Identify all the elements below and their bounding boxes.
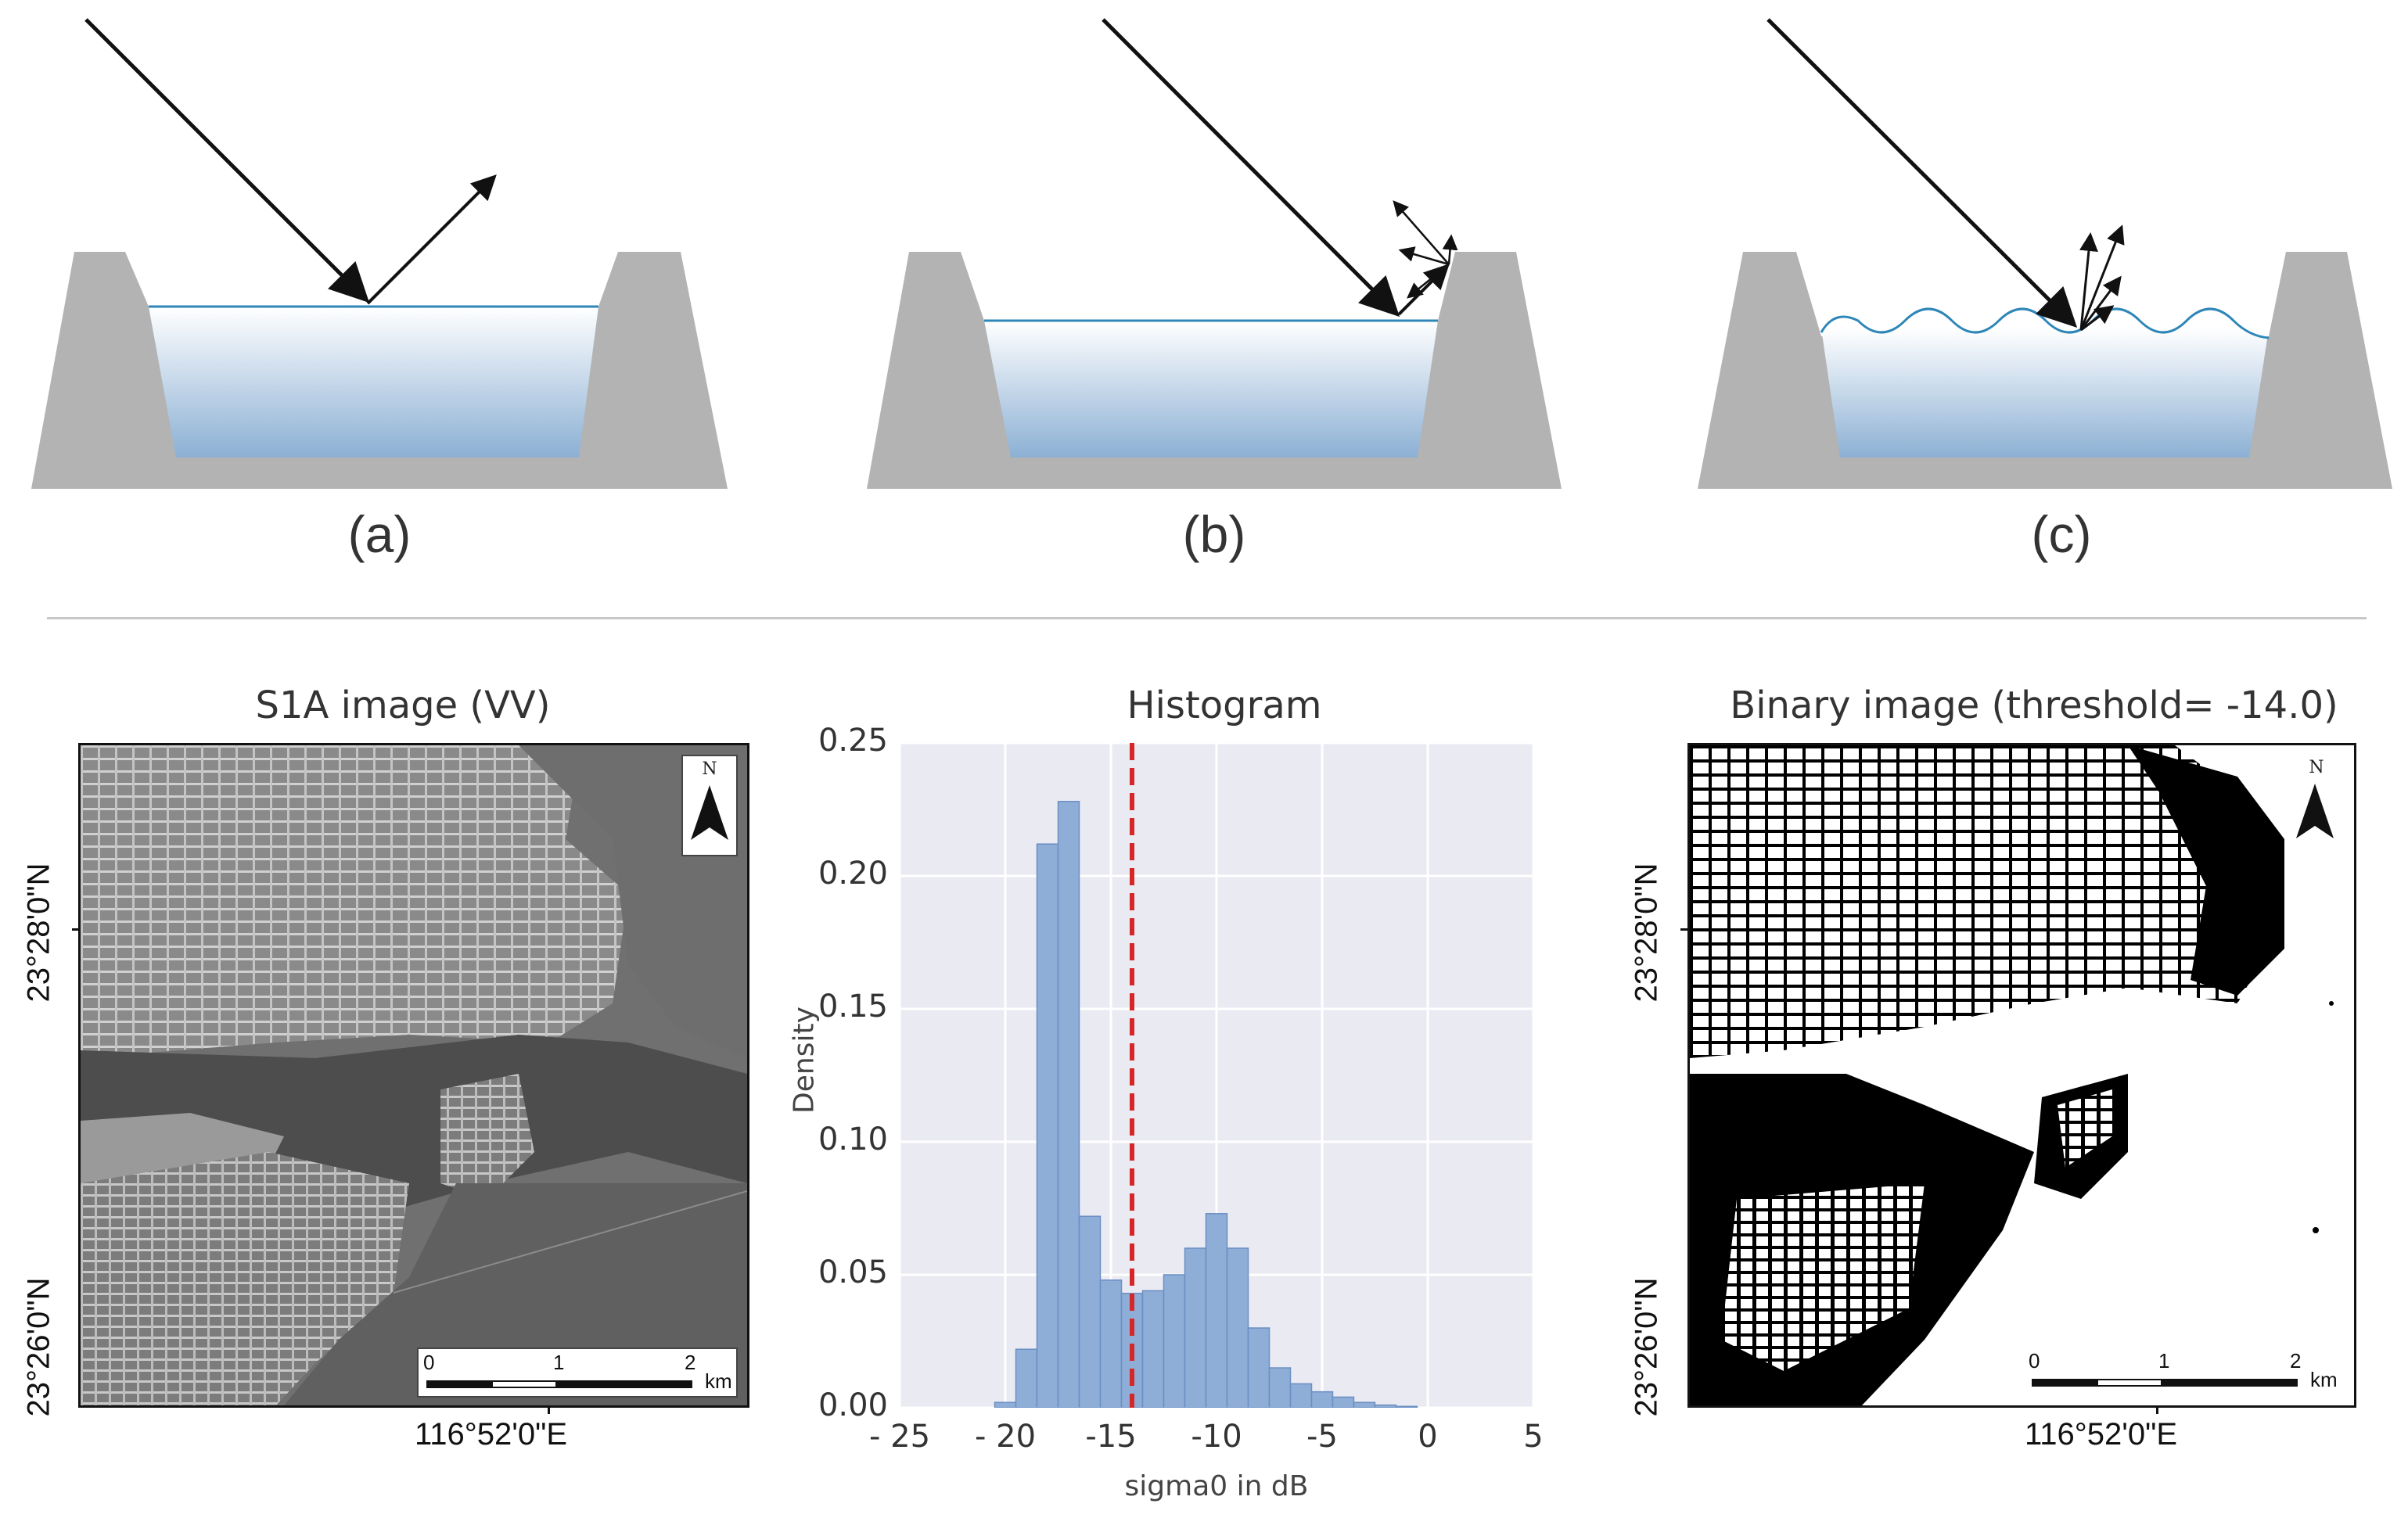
scale-segment-white: [2098, 1380, 2161, 1385]
panel-c-diffuse: [1698, 18, 2392, 489]
y-tick-label: 0.25: [818, 723, 888, 759]
binary-lon: 116°52'0"E: [2025, 1417, 2178, 1452]
incident-ray: [1102, 18, 1400, 318]
histogram-bar: [1036, 843, 1059, 1408]
scale-tick-2: 2: [2290, 1349, 2302, 1373]
scale-tick-0: 0: [2029, 1349, 2040, 1373]
scale-bar: 0 1 2 km: [417, 1348, 738, 1398]
scatter-ray: [2079, 232, 2098, 331]
x-tick-label: -15: [1085, 1419, 1137, 1455]
scale-unit: km: [2310, 1368, 2338, 1391]
north-arrow-box: N: [681, 755, 738, 856]
binary-image-content: [1690, 745, 2354, 1405]
s1a-image-title: S1A image (VV): [255, 684, 551, 727]
panel-label-a: (a): [347, 505, 412, 563]
sar-image-content: [81, 745, 747, 1405]
scale-tick-1: 1: [553, 1351, 565, 1374]
x-tick-label: 5: [1523, 1419, 1544, 1455]
histogram-bar: [1289, 1383, 1313, 1408]
scale-segment-white: [493, 1382, 555, 1387]
histogram-bar: [1078, 1215, 1102, 1408]
scatter-ray: [1407, 264, 1450, 299]
x-tick-label: 0: [1418, 1419, 1438, 1455]
histogram-bar: [1141, 1290, 1165, 1408]
histogram-bar: [1268, 1367, 1292, 1408]
x-tick-label: -10: [1191, 1419, 1242, 1455]
histogram-bar: [1247, 1327, 1270, 1408]
y-tick-label: 0.10: [818, 1121, 888, 1157]
incident-ray: [1766, 18, 2078, 328]
binary-lat-top: 23°28'0"N: [1629, 863, 1664, 1003]
histogram-bar: [1310, 1391, 1334, 1408]
x-tick-label: -5: [1306, 1419, 1338, 1455]
histogram-bar: [1184, 1247, 1207, 1408]
histogram-bar: [1226, 1247, 1249, 1408]
y-tick-label: 0.20: [818, 856, 888, 892]
scale-tick-0: 0: [423, 1351, 435, 1374]
scale-tick-2: 2: [685, 1351, 696, 1374]
scatter-ray: [1442, 234, 1458, 265]
north-arrow-box: N: [2288, 755, 2345, 856]
scatter-ray: [1393, 200, 1450, 265]
x-tick-label: - 20: [974, 1419, 1037, 1455]
s1a-lat-bottom: 23°26'0"N: [21, 1277, 56, 1417]
panel-label-c: (c): [2031, 505, 2092, 563]
scale-segment: [2032, 1379, 2298, 1387]
scatter-ray: [2079, 275, 2122, 331]
water-body: [984, 321, 1438, 458]
scale-bar: 0 1 2 km: [2024, 1348, 2345, 1398]
bounce-ray: [1397, 264, 1450, 316]
binary-water-mask: N 0 1 2 km: [1687, 743, 2356, 1408]
s1a-lon-tick: [548, 1406, 550, 1414]
histogram-bar: [1205, 1213, 1228, 1408]
reflection-schematic: [31, 18, 2392, 489]
scatter-ray: [2080, 305, 2115, 332]
panel-b-double-bounce: [867, 18, 1562, 489]
y-tick-label: 0.00: [818, 1387, 888, 1423]
scale-segment: [426, 1380, 692, 1388]
histogram-bar: [1374, 1404, 1397, 1408]
s1a-lon: 116°52'0"E: [415, 1417, 568, 1452]
binary-lat-tick: [1680, 928, 1688, 931]
panel-a-specular: [31, 18, 728, 489]
incident-ray: [84, 18, 370, 303]
histogram-bar: [994, 1401, 1017, 1408]
y-tick-label: 0.05: [818, 1254, 888, 1290]
north-arrow-icon: [691, 785, 728, 840]
section-divider: [47, 617, 2367, 619]
scatter-ray: [1398, 246, 1450, 266]
panel-label-b: (b): [1182, 505, 1246, 563]
s1a-lat-top: 23°28'0"N: [21, 863, 56, 1003]
north-arrow-icon: [2296, 784, 2334, 838]
histogram-bar: [1332, 1396, 1355, 1408]
reflected-ray: [366, 174, 497, 305]
histogram-bar: [1353, 1401, 1376, 1408]
histogram-chart: [900, 743, 1533, 1408]
binary-lat-bottom: 23°26'0"N: [1629, 1277, 1664, 1417]
histogram-ylabel: Density: [788, 1007, 821, 1114]
binary-image-title: Binary image (threshold= -14.0): [1730, 684, 2338, 727]
histogram-bar: [1057, 801, 1080, 1408]
s1a-sar-image: N 0 1 2 km: [78, 743, 749, 1408]
histogram-bar: [1099, 1279, 1123, 1408]
north-label: N: [702, 759, 717, 779]
x-tick-label: - 25: [868, 1419, 931, 1455]
histogram-bar: [1163, 1274, 1186, 1408]
y-tick-label: 0.15: [818, 989, 888, 1025]
histogram-title: Histogram: [1127, 684, 1322, 727]
water-body: [149, 307, 598, 458]
histogram-bar: [1015, 1348, 1038, 1408]
water-body: [1821, 328, 2269, 458]
s1a-lat-tick: [72, 928, 80, 931]
scale-unit: km: [705, 1369, 732, 1393]
scatter-ray: [2079, 224, 2125, 331]
histogram-xlabel: sigma0 in dB: [1124, 1470, 1309, 1502]
north-label: N: [2309, 758, 2324, 777]
histogram-bar: [1395, 1405, 1418, 1408]
scale-tick-1: 1: [2158, 1349, 2170, 1373]
binary-lon-tick: [2156, 1406, 2158, 1414]
